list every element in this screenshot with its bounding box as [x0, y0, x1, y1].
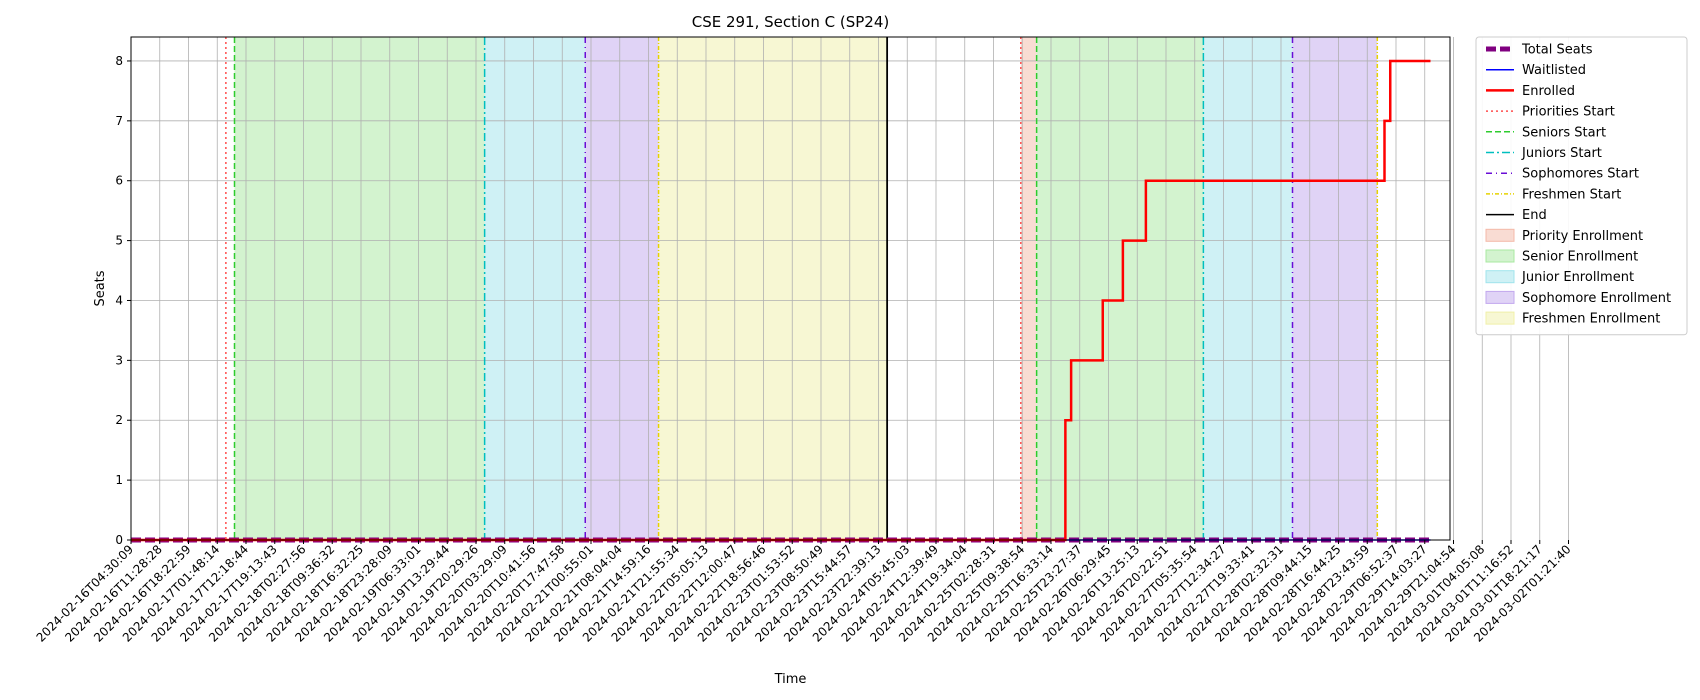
- y-tick-label: 2: [115, 413, 123, 427]
- legend-label: Seniors Start: [1522, 125, 1606, 140]
- y-tick-label: 6: [115, 174, 123, 188]
- legend-label: Sophomores Start: [1522, 167, 1639, 182]
- x-axis-label: Time: [774, 672, 807, 687]
- y-tick-label: 8: [115, 54, 123, 68]
- grid: [130, 37, 1569, 541]
- y-axis-label: Seats: [93, 270, 108, 306]
- start-lines: [225, 37, 1379, 540]
- band-senior-enrollment: [1036, 37, 1204, 540]
- plot-frame: [130, 36, 1451, 541]
- legend-label: Freshmen Start: [1522, 187, 1621, 202]
- legend-swatch: [1485, 249, 1515, 263]
- legend-label: Waitlisted: [1522, 63, 1586, 78]
- legend-swatch: [1485, 270, 1515, 284]
- band-junior-enrollment: [484, 37, 586, 540]
- legend-swatch: [1485, 311, 1515, 325]
- legend-label: Enrolled: [1522, 84, 1575, 99]
- legend: Total Seats Waitlisted Enrolled Priorities …: [1475, 36, 1688, 336]
- legend-label: Sophomore Enrollment: [1522, 291, 1671, 306]
- legend-label: Priorities Start: [1522, 105, 1615, 120]
- chart-title: CSE 291, Section C (SP24): [692, 13, 890, 31]
- legend-label: Freshmen Enrollment: [1522, 312, 1660, 327]
- y-tick-label: 1: [115, 473, 123, 487]
- series-enrolled: [131, 59, 1431, 542]
- band-freshmen-enrollment: [658, 37, 888, 540]
- y-tick-label: 7: [115, 114, 123, 128]
- band-sophomore-enrollment: [1292, 37, 1378, 540]
- legend-label: Junior Enrollment: [1521, 270, 1634, 285]
- y-axis: 0 1 2 3 4 5 6 7 8: [115, 54, 131, 547]
- legend-label: Juniors Start: [1521, 146, 1602, 161]
- y-tick-label: 3: [115, 353, 123, 367]
- legend-label: Senior Enrollment: [1522, 250, 1638, 265]
- band-junior-enrollment: [1203, 37, 1293, 540]
- band-priority-enrollment: [1020, 37, 1037, 540]
- legend-label: Priority Enrollment: [1522, 229, 1643, 244]
- y-tick-label: 5: [115, 234, 123, 248]
- legend-box: [1475, 36, 1688, 336]
- y-tick-label: 4: [115, 293, 123, 307]
- legend-label: Total Seats: [1521, 43, 1593, 58]
- enrollment-bands: [234, 37, 1378, 540]
- legend-swatch: [1485, 290, 1515, 304]
- legend-swatch: [1485, 228, 1515, 242]
- y-tick-label: 0: [115, 533, 123, 547]
- band-sophomore-enrollment: [585, 37, 659, 540]
- legend-label: End: [1522, 208, 1547, 223]
